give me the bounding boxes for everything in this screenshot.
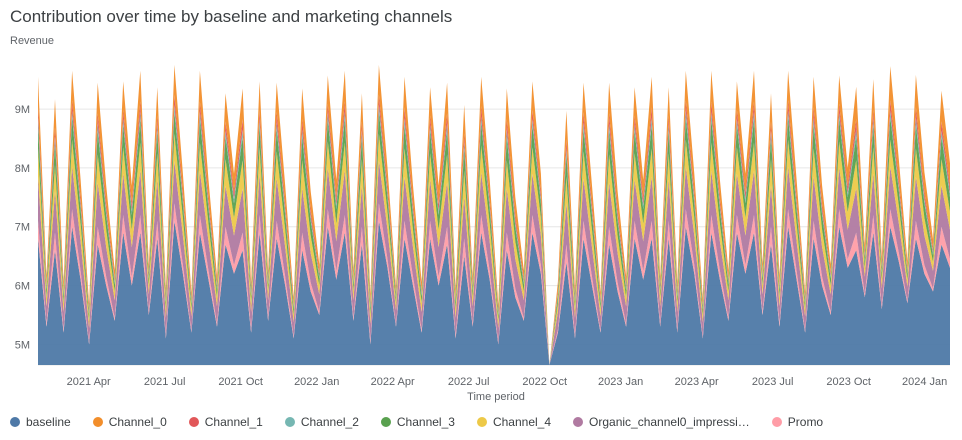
legend-dot (476, 417, 487, 427)
legend-item-channel-0[interactable]: Channel_0 (92, 415, 167, 429)
area-organic-channel0-impressi-[interactable] (38, 160, 950, 365)
legend-dot (573, 417, 584, 427)
legend-label: Channel_2 (300, 415, 359, 429)
x-tick-label: 2023 Oct (826, 376, 871, 388)
y-tick-label: 7M (15, 222, 30, 234)
x-tick-label: 2022 Apr (371, 376, 415, 388)
area-channel-3[interactable] (38, 111, 950, 366)
x-tick-label: 2024 Jan (902, 376, 947, 388)
legend-dot (771, 417, 782, 427)
chart-title: Contribution over time by baseline and m… (10, 7, 453, 26)
x-tick-label: 2023 Jan (598, 376, 643, 388)
legend-dot (188, 417, 199, 427)
x-tick-label: 2022 Jul (448, 376, 490, 388)
area-channel-4[interactable] (38, 133, 950, 365)
x-tick-label: 2021 Oct (218, 376, 263, 388)
y-axis-title: Revenue (10, 35, 55, 47)
legend-label: Channel_3 (396, 415, 455, 429)
stacked-area-chart[interactable]: 5M 6M 7M 8M 9M 2021 Apr 2021 Jul 2021 Oct 2022 J… (0, 48, 962, 390)
x-tick-label: 2021 Jul (144, 376, 186, 388)
x-axis-title: Time period (467, 391, 525, 403)
legend-label: baseline (26, 415, 71, 429)
legend-label: Channel_1 (204, 415, 263, 429)
legend-label: Channel_0 (108, 415, 167, 429)
legend-dot (92, 417, 103, 427)
legend-label: Channel_4 (492, 415, 552, 429)
x-tick-label: 2022 Oct (522, 376, 567, 388)
legend-dot (284, 417, 295, 427)
legend-dot (10, 417, 20, 427)
legend-dot (380, 417, 391, 427)
chart-legend: baseline Channel_0 Channel_1 Channel_2 Chann… (10, 415, 823, 429)
legend-item-organic-channel0-impressi-[interactable]: Organic_channel0_impressi… (573, 415, 750, 429)
x-tick-label: 2023 Apr (675, 376, 719, 388)
y-tick-label: 8M (15, 163, 30, 175)
legend-item-channel-1[interactable]: Channel_1 (188, 415, 263, 429)
legend-item-baseline[interactable]: baseline (10, 415, 71, 429)
legend-item-channel-2[interactable]: Channel_2 (284, 415, 359, 429)
y-tick-label: 9M (15, 104, 30, 116)
x-tick-label: 2021 Apr (67, 376, 111, 388)
x-tick-label: 2022 Jan (294, 376, 339, 388)
area-baseline[interactable] (38, 220, 950, 365)
legend-label: Promo (787, 415, 824, 429)
legend-item-channel-3[interactable]: Channel_3 (380, 415, 455, 429)
legend-item-channel-4[interactable]: Channel_4 (476, 415, 552, 429)
x-tick-label: 2023 Jul (752, 376, 794, 388)
y-tick-label: 6M (15, 281, 30, 293)
legend-label: Organic_channel0_impressi… (589, 415, 750, 429)
y-tick-label: 5M (15, 339, 30, 351)
area-channel-0[interactable] (38, 64, 950, 366)
legend-item-promo[interactable]: Promo (771, 415, 824, 429)
